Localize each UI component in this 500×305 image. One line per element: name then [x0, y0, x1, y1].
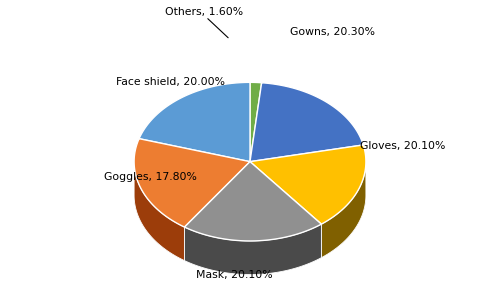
- Ellipse shape: [134, 116, 366, 274]
- Text: Others, 1.60%: Others, 1.60%: [164, 7, 242, 17]
- Polygon shape: [250, 82, 262, 162]
- Text: Goggles, 17.80%: Goggles, 17.80%: [104, 172, 196, 182]
- Polygon shape: [134, 139, 250, 227]
- Polygon shape: [134, 162, 184, 260]
- Text: Face shield, 20.00%: Face shield, 20.00%: [116, 77, 225, 87]
- Polygon shape: [184, 224, 322, 274]
- Polygon shape: [322, 162, 366, 258]
- Polygon shape: [250, 83, 364, 162]
- Text: Gloves, 20.10%: Gloves, 20.10%: [360, 142, 445, 151]
- Polygon shape: [184, 162, 322, 241]
- Polygon shape: [139, 82, 250, 162]
- Polygon shape: [250, 145, 366, 224]
- Text: Gowns, 20.30%: Gowns, 20.30%: [290, 27, 374, 37]
- Text: Mask, 20.10%: Mask, 20.10%: [196, 270, 273, 280]
